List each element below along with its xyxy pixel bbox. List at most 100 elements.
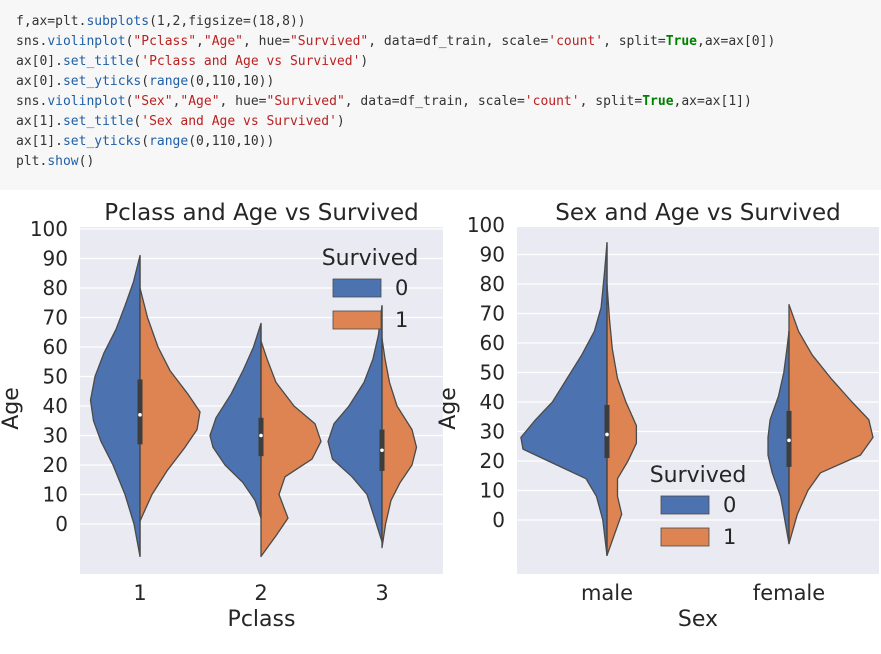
code-token: True xyxy=(665,34,698,49)
violin-half-2-survived-1 xyxy=(260,340,322,558)
code-token: (0,110,10)) xyxy=(188,134,275,149)
code-token: ,ax=ax[1]) xyxy=(673,94,752,109)
legend-label: 1 xyxy=(723,525,736,549)
code-token: , split= xyxy=(579,94,643,109)
violin-half-2-survived-0 xyxy=(209,322,262,519)
chart-title: Pclass and Age vs Survived xyxy=(104,200,419,226)
code-token: , split= xyxy=(603,34,666,49)
code-token: "Age" xyxy=(180,94,220,109)
code-token: ( xyxy=(133,114,142,129)
code-token: ( xyxy=(133,54,142,69)
code-token: , hue= xyxy=(243,34,290,49)
violin-half-female-survived-1 xyxy=(788,304,874,545)
y-tick-label: 30 xyxy=(43,424,68,448)
y-tick-label: 10 xyxy=(480,479,505,503)
code-token: range xyxy=(149,74,189,89)
legend-swatch-0 xyxy=(660,495,710,515)
y-tick-label: 80 xyxy=(480,272,505,296)
code-token: , xyxy=(172,94,181,109)
code-token: ( xyxy=(141,134,150,149)
code-token: 'Sex and Age vs Survived' xyxy=(141,114,337,129)
code-token: plt. xyxy=(16,154,48,169)
violin-half-1-survived-1 xyxy=(139,287,201,522)
y-tick-label: 80 xyxy=(43,276,68,300)
code-token: violinplot xyxy=(47,94,126,109)
code-line: sns.violinplot("Pclass","Age", hue="Surv… xyxy=(16,32,881,52)
code-token: set_yticks xyxy=(62,74,142,89)
code-token: , hue= xyxy=(219,94,267,109)
x-tick-label: 3 xyxy=(375,581,388,605)
code-token: 'count' xyxy=(524,94,580,109)
legend-swatch-1 xyxy=(332,310,382,330)
legend-label: 0 xyxy=(723,493,736,517)
code-cell[interactable]: f,ax=plt.subplots(1,2,figsize=(18,8)) sns… xyxy=(0,0,881,190)
code-token: "Sex" xyxy=(133,94,173,109)
legend-swatch-1 xyxy=(660,527,710,547)
code-token: subplots xyxy=(86,14,150,29)
legend: Survived 0 1 xyxy=(650,463,747,549)
legend-swatch-0 xyxy=(332,278,382,298)
code-token: set_yticks xyxy=(62,134,142,149)
y-axis-label: Age xyxy=(436,387,461,430)
code-token: ( xyxy=(125,94,134,109)
x-tick-label: 1 xyxy=(133,581,146,605)
y-tick-label: 60 xyxy=(43,335,68,359)
y-tick-label: 30 xyxy=(480,420,505,444)
y-tick-label: 0 xyxy=(492,508,505,532)
code-token: ( xyxy=(141,74,150,89)
code-token: "Survived" xyxy=(266,94,345,109)
violin-half-3-survived-0 xyxy=(327,305,383,543)
code-token: ( xyxy=(125,34,134,49)
code-token: , data=df_train, scale= xyxy=(368,34,549,49)
y-tick-label: 40 xyxy=(480,390,505,414)
y-tick-label: 10 xyxy=(43,483,68,507)
chart-title: Sex and Age vs Survived xyxy=(555,200,841,226)
code-token: sns. xyxy=(16,34,48,49)
code-token: sns. xyxy=(16,94,48,109)
code-token: set_title xyxy=(62,54,134,69)
code-token: ax[0]. xyxy=(16,74,63,89)
y-tick-label: 20 xyxy=(480,449,505,473)
code-token: 'Pclass and Age vs Survived' xyxy=(141,54,361,69)
code-token: f,ax=plt. xyxy=(16,14,87,29)
legend-title: Survived xyxy=(650,463,747,488)
legend-title: Survived xyxy=(322,246,419,271)
code-token: violinplot xyxy=(47,34,126,49)
x-tick-label: 2 xyxy=(254,581,267,605)
y-tick-label: 50 xyxy=(480,361,505,385)
violin-half-1-survived-0 xyxy=(89,254,141,558)
code-token: True xyxy=(642,94,674,109)
code-token: , xyxy=(196,34,204,49)
code-token: show xyxy=(47,154,79,169)
code-token: range xyxy=(149,134,189,149)
y-tick-label: 90 xyxy=(43,247,68,271)
y-tick-label: 70 xyxy=(480,302,505,326)
code-token: ax[1]. xyxy=(16,134,63,149)
y-tick-label: 50 xyxy=(43,365,68,389)
code-token: ax[1]. xyxy=(16,114,63,129)
code-token: "Pclass" xyxy=(133,34,197,49)
code-line: ax[1].set_yticks(range(0,110,10)) xyxy=(16,132,881,152)
code-token: ) xyxy=(336,114,345,129)
code-token: ,ax=ax[0]) xyxy=(697,34,776,49)
violin-iqr-box xyxy=(137,379,143,445)
legend-label: 1 xyxy=(395,308,408,332)
code-token: () xyxy=(78,154,95,169)
code-line: plt.show() xyxy=(16,152,881,172)
violin-iqr-box xyxy=(604,404,610,459)
violin-half-female-survived-0 xyxy=(767,330,790,545)
code-token: set_title xyxy=(62,114,134,129)
y-tick-label: 100 xyxy=(467,213,505,237)
legend: Survived 0 1 xyxy=(322,246,419,332)
code-token: , data=df_train, scale= xyxy=(344,94,525,109)
code-token: ax[0]. xyxy=(16,54,63,69)
code-token: 'count' xyxy=(548,34,604,49)
y-tick-label: 90 xyxy=(480,243,505,267)
code-line: f,ax=plt.subplots(1,2,figsize=(18,8)) xyxy=(16,12,881,32)
x-axis-label: Pclass xyxy=(228,607,296,632)
y-axis-label: Age xyxy=(0,387,24,430)
y-tick-label: 100 xyxy=(30,217,68,241)
violin-half-male-survived-1 xyxy=(606,283,638,557)
